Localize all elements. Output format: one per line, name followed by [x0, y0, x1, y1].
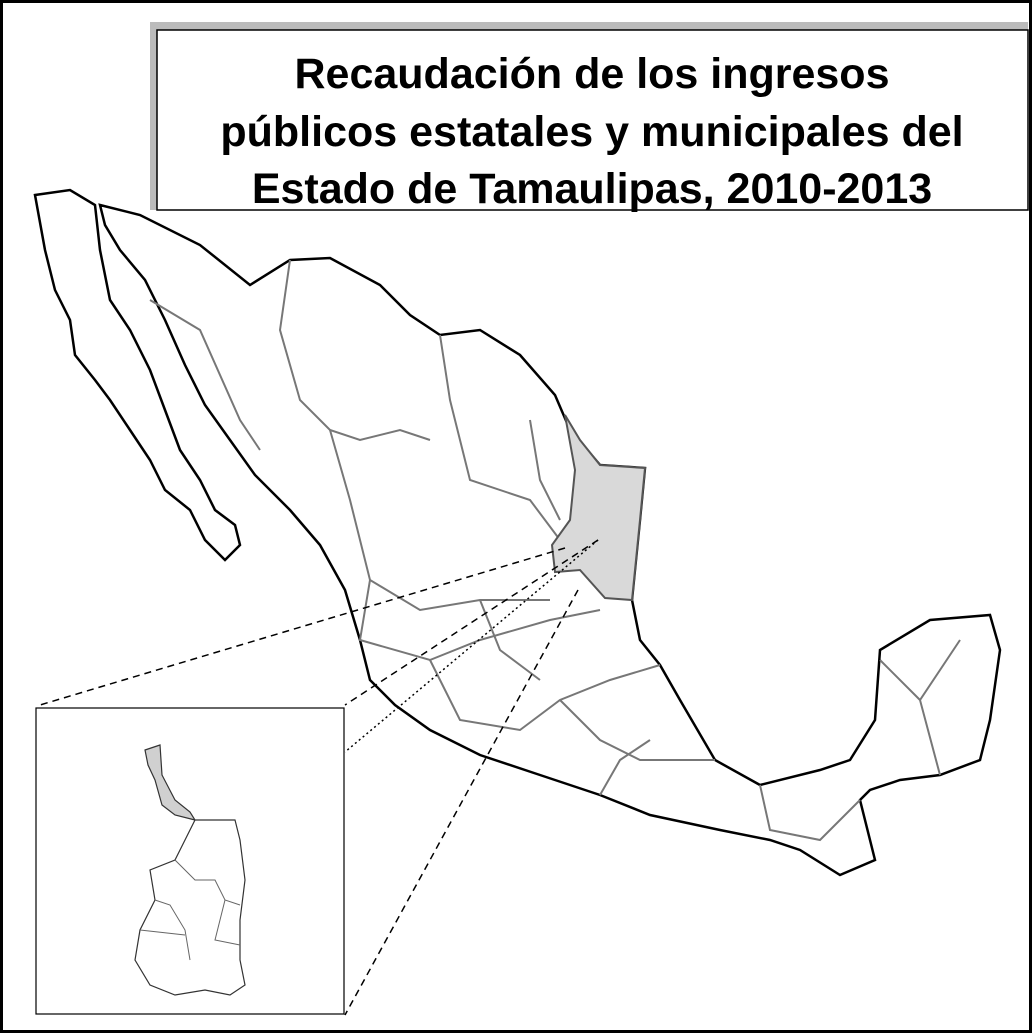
- state-borders: [149, 259, 961, 842]
- state-border: [329, 429, 550, 612]
- state-border: [429, 659, 661, 732]
- state-border: [559, 699, 715, 761]
- tamaulipas-highlight: [550, 414, 647, 602]
- state-border: [149, 299, 261, 451]
- mexico-mainland: [98, 203, 1002, 877]
- state-border: [439, 334, 561, 541]
- callout-line: [344, 539, 599, 753]
- title-line: públicos estatales y municipales del: [220, 108, 963, 156]
- state-border: [759, 784, 861, 842]
- state-border: [479, 599, 541, 681]
- baja-california: [33, 188, 242, 562]
- state-border: [358, 579, 601, 662]
- title-line: Estado de Tamaulipas, 2010-2013: [252, 165, 932, 213]
- inset-tamaulipas: [134, 819, 246, 996]
- callout-line: [39, 547, 566, 706]
- callout-lines: [39, 539, 599, 1016]
- state-border: [529, 419, 561, 521]
- inset-border: [139, 899, 241, 961]
- callout-line: [344, 539, 599, 706]
- state-border: [879, 639, 961, 776]
- inset-borders: [139, 859, 241, 961]
- title-box: [156, 29, 1029, 211]
- callout-line: [344, 589, 579, 1016]
- title-line: Recaudación de los ingresos: [294, 50, 889, 98]
- inset-border: [174, 859, 241, 906]
- state-border: [599, 739, 651, 796]
